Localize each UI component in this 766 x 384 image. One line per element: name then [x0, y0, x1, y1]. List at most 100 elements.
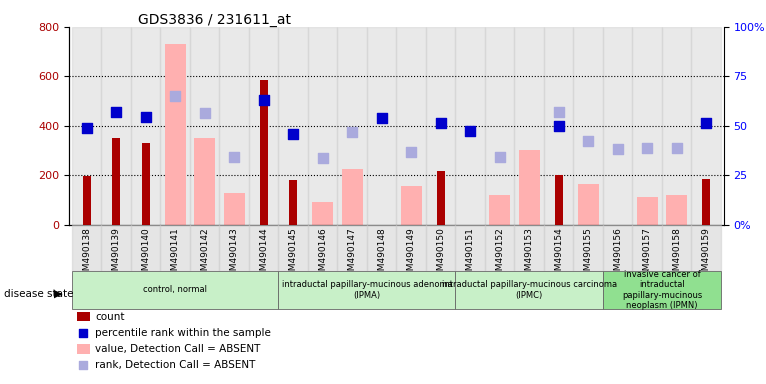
Bar: [603, 27, 633, 225]
Text: control, normal: control, normal: [143, 285, 207, 295]
Bar: [337, 225, 367, 271]
Text: GSM490140: GSM490140: [141, 227, 150, 282]
Point: [670, 145, 683, 151]
Bar: [637, 197, 658, 225]
Bar: [165, 44, 186, 225]
Text: rank, Detection Call = ABSENT: rank, Detection Call = ABSENT: [95, 360, 255, 370]
Bar: [72, 27, 101, 225]
Bar: [249, 27, 278, 225]
Bar: [249, 225, 278, 271]
Text: GSM490148: GSM490148: [377, 227, 386, 282]
Point: [110, 109, 123, 115]
Point: [552, 109, 565, 115]
Bar: [633, 27, 662, 225]
Point: [700, 120, 712, 126]
Point: [140, 286, 152, 292]
Bar: [662, 27, 692, 225]
Bar: [219, 27, 249, 225]
Point: [375, 115, 388, 121]
Bar: [101, 27, 131, 225]
Text: intraductal papillary-mucinous adenoma
(IPMA): intraductal papillary-mucinous adenoma (…: [282, 280, 452, 300]
Point: [316, 155, 329, 161]
Text: ▶: ▶: [54, 289, 63, 299]
Bar: [112, 138, 120, 225]
Text: GSM490150: GSM490150: [436, 227, 445, 282]
Bar: [574, 225, 603, 271]
Point: [198, 110, 211, 116]
Point: [582, 137, 594, 144]
Point: [228, 154, 241, 160]
Text: GSM490142: GSM490142: [200, 227, 209, 281]
Bar: [515, 225, 544, 271]
Bar: [515, 27, 544, 225]
Bar: [83, 176, 90, 225]
Bar: [219, 225, 249, 271]
Text: GSM490154: GSM490154: [554, 227, 563, 282]
Point: [434, 120, 447, 126]
Point: [464, 127, 476, 134]
Bar: [72, 271, 278, 309]
Point: [80, 125, 93, 131]
Point: [611, 146, 624, 152]
Text: intraductal papillary-mucinous carcinoma
(IPMC): intraductal papillary-mucinous carcinoma…: [441, 280, 617, 300]
Bar: [578, 184, 599, 225]
Bar: [544, 225, 574, 271]
Point: [552, 123, 565, 129]
Text: GSM490144: GSM490144: [259, 227, 268, 281]
Text: GSM490151: GSM490151: [466, 227, 475, 282]
Bar: [456, 271, 603, 309]
Bar: [367, 27, 397, 225]
Bar: [194, 138, 215, 225]
Bar: [702, 179, 710, 225]
Bar: [278, 271, 456, 309]
Point: [257, 97, 270, 103]
Bar: [308, 225, 337, 271]
Bar: [456, 225, 485, 271]
Bar: [190, 27, 219, 225]
Bar: [437, 172, 445, 225]
Point: [493, 154, 506, 160]
Text: GSM490145: GSM490145: [289, 227, 298, 282]
Bar: [401, 186, 422, 225]
Bar: [142, 143, 150, 225]
Bar: [312, 202, 333, 225]
Text: GSM490159: GSM490159: [702, 227, 711, 282]
Text: invasive cancer of
intraductal
papillary-mucinous
neoplasm (IPMN): invasive cancer of intraductal papillary…: [622, 270, 702, 310]
Text: GSM490156: GSM490156: [613, 227, 622, 282]
Bar: [574, 27, 603, 225]
Point: [169, 93, 182, 99]
Bar: [289, 180, 297, 225]
Point: [346, 129, 358, 135]
Text: percentile rank within the sample: percentile rank within the sample: [95, 328, 271, 338]
Bar: [603, 271, 721, 309]
Text: GDS3836 / 231611_at: GDS3836 / 231611_at: [138, 13, 291, 27]
Bar: [426, 27, 456, 225]
Bar: [426, 225, 456, 271]
Text: GSM490157: GSM490157: [643, 227, 652, 282]
Bar: [160, 225, 190, 271]
Bar: [489, 195, 510, 225]
Bar: [308, 27, 337, 225]
Text: GSM490143: GSM490143: [230, 227, 239, 282]
Bar: [397, 225, 426, 271]
Bar: [692, 27, 721, 225]
Text: GSM490139: GSM490139: [112, 227, 120, 282]
Point: [139, 114, 152, 120]
Bar: [692, 225, 721, 271]
Bar: [519, 151, 540, 225]
Bar: [337, 27, 367, 225]
Text: GSM490141: GSM490141: [171, 227, 180, 282]
Bar: [190, 225, 219, 271]
Point: [641, 145, 653, 151]
Bar: [544, 27, 574, 225]
Bar: [485, 225, 515, 271]
Text: GSM490158: GSM490158: [673, 227, 681, 282]
Bar: [101, 225, 131, 271]
Text: GSM490153: GSM490153: [525, 227, 534, 282]
Bar: [224, 192, 245, 225]
Bar: [131, 27, 160, 225]
Text: GSM490152: GSM490152: [495, 227, 504, 282]
Point: [287, 131, 300, 137]
Bar: [485, 27, 515, 225]
Text: GSM490146: GSM490146: [318, 227, 327, 282]
